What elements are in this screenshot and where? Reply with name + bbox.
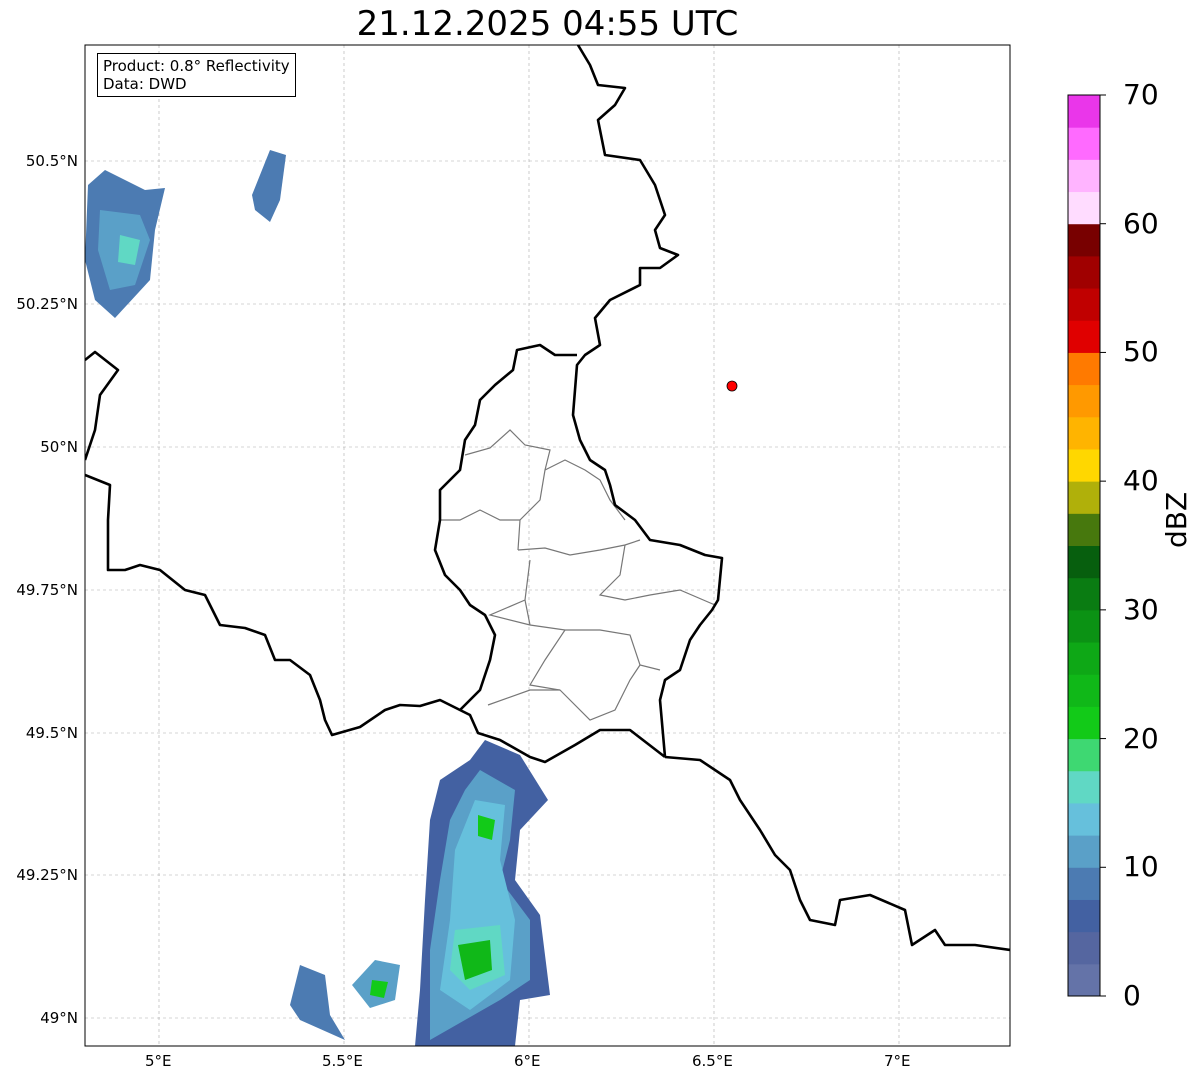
colorbar-band: [1068, 931, 1100, 965]
colorbar-tick-label: 50: [1123, 335, 1159, 369]
colorbar-band: [1068, 481, 1100, 514]
colorbar-band: [1068, 642, 1100, 675]
echo-n: [252, 150, 286, 222]
lat-tick: 49.5°N: [25, 724, 78, 742]
lat-tick: 49.25°N: [16, 866, 78, 884]
lat-tick: 49.75°N: [16, 581, 78, 599]
colorbar-tick-label: 70: [1123, 78, 1159, 111]
colorbar-band: [1068, 835, 1100, 868]
colorbar-tick-label: 60: [1123, 206, 1159, 240]
lat-tick: 50.25°N: [16, 295, 78, 313]
lon-tick: 7°E: [884, 1052, 911, 1070]
colorbar-band: [1068, 384, 1100, 418]
product-label: Product: 0.8° Reflectivity: [103, 57, 290, 75]
colorbar-band: [1068, 127, 1100, 160]
figure-title: 21.12.2025 04:55 UTC: [356, 4, 739, 44]
country-borders: [85, 45, 1010, 952]
colorbar-band: [1068, 448, 1100, 482]
lat-tick: 49°N: [40, 1009, 78, 1027]
lon-tick: 6.5°E: [692, 1052, 733, 1070]
radar-site-marker: [726, 380, 738, 392]
colorbar-band: [1068, 223, 1100, 257]
colorbar-band: [1068, 288, 1100, 321]
lat-tick: 50°N: [40, 438, 78, 456]
colorbar-band: [1068, 416, 1100, 450]
colorbar-band: [1068, 963, 1100, 997]
colorbar-tick-label: 10: [1123, 850, 1159, 884]
colorbar-band: [1068, 255, 1100, 289]
colorbar-band: [1068, 191, 1100, 225]
colorbar-label: dBZ: [1160, 491, 1193, 548]
product-info-box: Product: 0.8° Reflectivity Data: DWD: [97, 53, 296, 97]
colorbar-band: [1068, 802, 1100, 836]
lon-tick: 5°E: [145, 1052, 172, 1070]
lat-tick: 50.5°N: [25, 152, 78, 170]
colorbar-band: [1068, 95, 1100, 128]
colorbar-band: [1068, 159, 1100, 193]
luxembourg-cantons: [440, 429, 716, 721]
colorbar-tick-label: 40: [1123, 464, 1159, 498]
colorbar-band: [1068, 770, 1100, 804]
echo-sw: [290, 965, 345, 1040]
lon-tick: 5.5°E: [322, 1052, 363, 1070]
colorbar-band: [1068, 577, 1100, 611]
colorbar: [1068, 94, 1106, 997]
colorbar-tick-label: 30: [1123, 592, 1159, 626]
colorbar-band: [1068, 706, 1100, 740]
colorbar-band: [1068, 352, 1100, 386]
colorbar-band: [1068, 899, 1100, 933]
colorbar-band: [1068, 545, 1100, 579]
colorbar-band: [1068, 609, 1100, 643]
radar-echoes: [85, 150, 550, 1046]
colorbar-band: [1068, 674, 1100, 707]
colorbar-tick-label: 20: [1123, 721, 1159, 755]
lon-tick: 6°E: [514, 1052, 541, 1070]
colorbar-band: [1068, 320, 1100, 353]
data-source-label: Data: DWD: [103, 75, 187, 93]
colorbar-band: [1068, 513, 1100, 546]
colorbar-band: [1068, 867, 1100, 900]
colorbar-band: [1068, 738, 1100, 772]
colorbar-tick-label: 0: [1123, 979, 1141, 1012]
gridlines: [85, 45, 1010, 1046]
